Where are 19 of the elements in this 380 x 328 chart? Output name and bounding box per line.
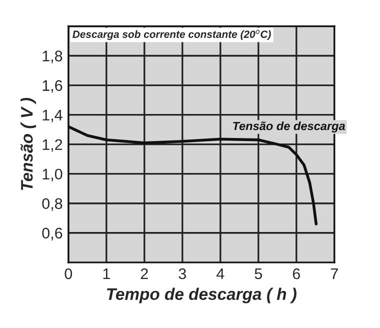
y-tick-label: 0,6 — [42, 228, 62, 240]
y-tick-label: 1,2 — [42, 139, 62, 152]
x-tick-label: 7 — [330, 268, 338, 280]
x-tick-label: 4 — [216, 268, 224, 280]
y-tick-label: 1,4 — [42, 110, 62, 122]
x-tick-label: 6 — [292, 268, 300, 280]
x-axis-title: Tempo de descarga ( h ) — [107, 288, 296, 304]
y-tick-label: 1,8 — [42, 50, 62, 64]
y-axis-title: Tensão ( V ) — [20, 98, 36, 190]
series-label: Tensão de descarga — [233, 122, 345, 133]
x-tick-label: 0 — [64, 268, 72, 280]
x-tick-label: 5 — [254, 268, 262, 280]
annotation: Descarga sob corrente constante (20$^{o}$C) — [72, 30, 271, 40]
y-tick-label: 1,6 — [42, 80, 62, 93]
x-tick-label: 1 — [103, 268, 110, 280]
y-tick-label: 1,0 — [42, 168, 62, 182]
y-tick-label: 0,8 — [42, 198, 62, 211]
x-tick-label: 3 — [178, 268, 186, 280]
x-tick-label: 2 — [140, 268, 148, 280]
